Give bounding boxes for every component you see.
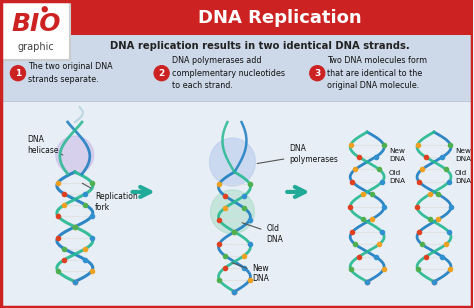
Text: Replication
fork: Replication fork bbox=[82, 183, 137, 212]
Text: Two DNA molecules form
that are identical to the
original DNA molecule.: Two DNA molecules form that are identica… bbox=[327, 56, 428, 90]
Text: DNA replication results in two identical DNA strands.: DNA replication results in two identical… bbox=[109, 41, 409, 51]
FancyBboxPatch shape bbox=[2, 2, 70, 60]
Text: New
DNA: New DNA bbox=[389, 148, 405, 162]
Text: DNA polymerases add
complementary nucleotides
to each strand.: DNA polymerases add complementary nucleo… bbox=[172, 56, 284, 90]
Text: Old
DNA: Old DNA bbox=[389, 170, 405, 184]
Circle shape bbox=[310, 66, 325, 81]
Text: DNA Replication: DNA Replication bbox=[198, 9, 361, 27]
Text: BIO: BIO bbox=[11, 12, 61, 36]
Text: The two original DNA
strands separate.: The two original DNA strands separate. bbox=[28, 63, 112, 84]
Text: New
DNA: New DNA bbox=[455, 148, 471, 162]
Ellipse shape bbox=[56, 136, 94, 174]
Text: graphic: graphic bbox=[18, 43, 55, 52]
Text: DNA
polymerases: DNA polymerases bbox=[257, 144, 338, 164]
Text: Old
DNA: Old DNA bbox=[455, 170, 471, 184]
Text: DNA
helicase: DNA helicase bbox=[27, 135, 63, 155]
Circle shape bbox=[10, 66, 26, 81]
FancyBboxPatch shape bbox=[0, 35, 473, 57]
FancyBboxPatch shape bbox=[0, 57, 473, 101]
Text: Old
DNA: Old DNA bbox=[242, 223, 283, 244]
Ellipse shape bbox=[210, 138, 255, 186]
Text: New
DNA: New DNA bbox=[232, 263, 269, 283]
Text: 3: 3 bbox=[314, 69, 320, 78]
FancyBboxPatch shape bbox=[0, 0, 473, 35]
Circle shape bbox=[42, 7, 47, 12]
Circle shape bbox=[154, 66, 169, 81]
Ellipse shape bbox=[210, 190, 255, 234]
Text: 2: 2 bbox=[158, 69, 165, 78]
Text: 1: 1 bbox=[15, 69, 21, 78]
